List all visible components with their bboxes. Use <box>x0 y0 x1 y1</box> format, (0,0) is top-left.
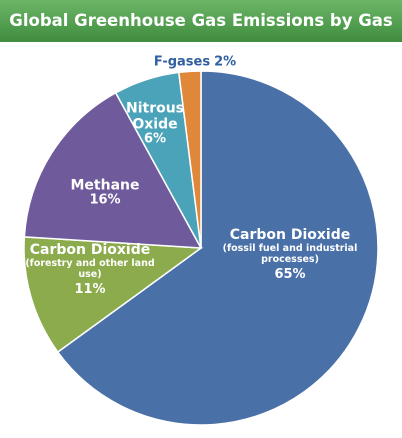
category-label: Methane <box>70 177 140 194</box>
slice-label: Carbon Dioxide (forestry and other land u… <box>25 242 155 298</box>
category-note: (forestry and other land use) <box>25 258 155 281</box>
pie-slice <box>177 70 202 249</box>
chart-title: Global Greenhouse Gas Emissions by Gas <box>0 0 402 42</box>
category-note: (fossil fuel and industrial processes) <box>222 243 358 266</box>
pie-slice <box>23 236 204 354</box>
category-label: F-gases <box>153 54 211 70</box>
pie-slice <box>23 91 203 249</box>
slice-label: F-gases 2% <box>153 54 237 71</box>
category-label: Nitrous Oxide <box>125 100 185 133</box>
value-label: 2% <box>214 54 237 70</box>
value-label: 65% <box>274 267 306 282</box>
slice-label: Carbon Dioxide (fossil fuel and industria… <box>215 227 365 283</box>
slice-label: Methane 16% <box>55 177 155 208</box>
value-label: 16% <box>89 192 121 208</box>
slice-label: Nitrous Oxide 6% <box>125 100 185 147</box>
value-label: 6% <box>143 131 167 147</box>
category-label: Carbon Dioxide <box>229 227 351 244</box>
pie-slice <box>56 70 379 426</box>
value-label: 11% <box>74 282 106 297</box>
category-label: Carbon Dioxide <box>29 242 151 259</box>
